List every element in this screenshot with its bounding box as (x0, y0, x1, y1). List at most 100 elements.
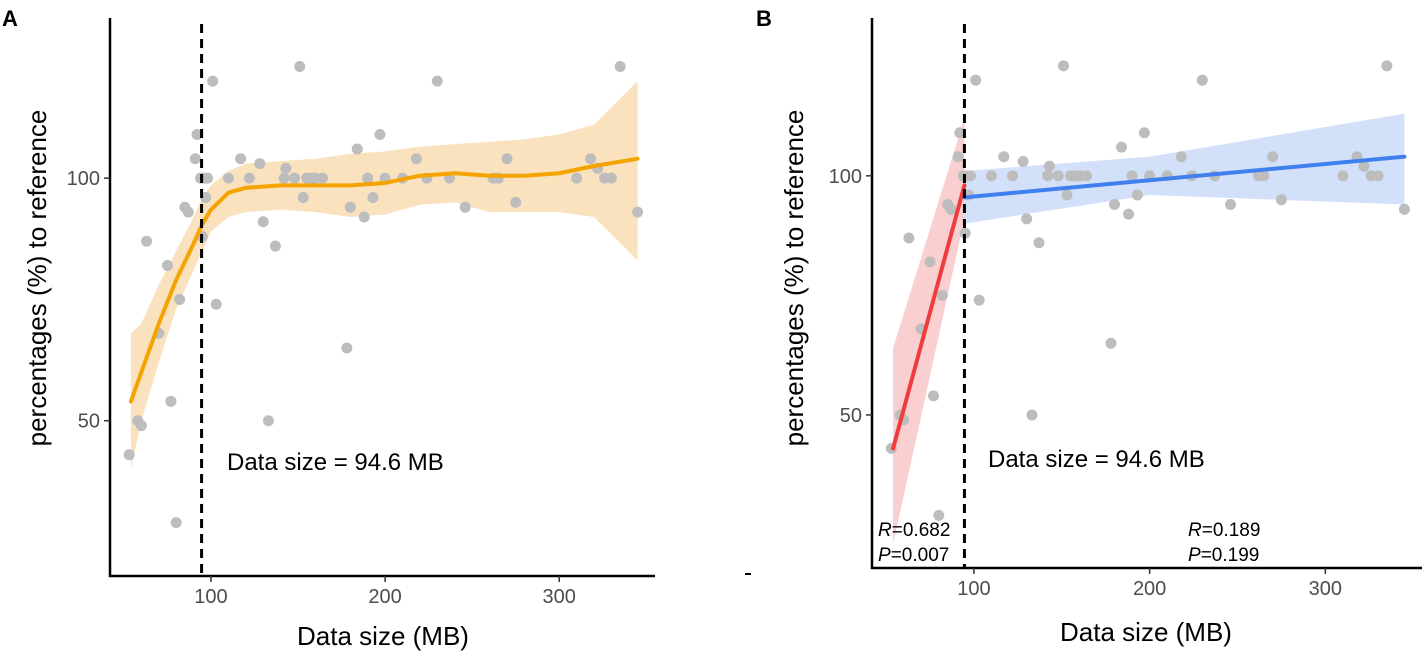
data-point (1138, 127, 1150, 139)
data-point (222, 172, 234, 184)
data-point (903, 232, 915, 244)
data-point (374, 128, 386, 140)
data-point (278, 172, 290, 184)
data-point (1042, 170, 1054, 182)
panel-b-plot: 100 200 300 50 100 (829, 18, 1422, 600)
y-tick-label: 50 (78, 411, 100, 433)
data-point (1026, 409, 1038, 421)
panel-b-left-fit-line (891, 183, 967, 451)
data-point (1061, 189, 1073, 201)
data-point (632, 206, 644, 218)
y-tick-label: 100 (67, 168, 100, 190)
data-point (1196, 74, 1208, 86)
data-point (294, 61, 306, 73)
data-point (202, 172, 214, 184)
data-point (605, 172, 617, 184)
panel-b-right-r: R=0.189 (1188, 520, 1260, 541)
data-point (964, 170, 976, 182)
panel-a-label: A (2, 6, 18, 31)
data-point (289, 172, 301, 184)
data-point (936, 289, 948, 301)
data-point (1052, 170, 1064, 182)
data-point (1033, 237, 1045, 249)
data-point (189, 153, 201, 165)
data-point (1224, 199, 1236, 211)
data-point (351, 143, 363, 155)
data-point (614, 61, 626, 73)
data-point (1398, 203, 1410, 215)
data-point (243, 172, 255, 184)
data-point (1126, 170, 1138, 182)
panel-b-right-p: P=0.199 (1188, 545, 1259, 566)
data-point (1116, 141, 1128, 153)
panel-b-left-p: P=0.007 (878, 545, 949, 566)
data-point (1058, 60, 1070, 72)
panel-b-right-fit-line (962, 154, 1407, 200)
panel-a-xlabel: Data size (MB) (297, 621, 469, 651)
data-point (585, 153, 597, 165)
data-point (410, 153, 422, 165)
data-point (1007, 170, 1019, 182)
data-point (952, 151, 964, 163)
data-point (1275, 194, 1287, 206)
data-point (235, 153, 247, 165)
y-tick-label: 50 (840, 405, 862, 427)
data-point (959, 227, 971, 239)
data-point (280, 162, 292, 174)
x-tick-label: 100 (194, 586, 227, 608)
y-tick-label: 100 (829, 166, 862, 188)
panel-a-threshold-annotation: Data size = 94.6 MB (227, 449, 444, 476)
data-point (362, 172, 374, 184)
data-point (161, 259, 173, 271)
data-point (165, 395, 177, 407)
data-point (262, 415, 274, 427)
data-point (1258, 170, 1270, 182)
panel-a-loess-line (128, 156, 640, 404)
data-point (257, 216, 269, 228)
data-point (1123, 208, 1135, 220)
data-point (1017, 155, 1029, 167)
data-point (970, 74, 982, 86)
data-point (924, 256, 936, 268)
data-point (1358, 160, 1370, 172)
data-point (1372, 170, 1384, 182)
x-tick-label: 200 (1133, 578, 1166, 600)
x-tick-label: 100 (957, 578, 990, 600)
data-point (1043, 160, 1055, 172)
data-point (1267, 151, 1279, 163)
data-point (1131, 189, 1143, 201)
data-point (174, 293, 186, 305)
data-point (191, 128, 203, 140)
panel-b-left-confidence-band (893, 118, 965, 545)
x-tick-label: 300 (543, 586, 576, 608)
data-point (1108, 199, 1120, 211)
data-point (431, 75, 443, 87)
data-point (1175, 151, 1187, 163)
data-point (945, 203, 957, 215)
data-point (123, 449, 135, 461)
panel-b-ylabel: percentages (%) to reference (779, 110, 809, 447)
data-point (998, 151, 1010, 163)
data-point (510, 196, 522, 208)
data-point (985, 170, 997, 182)
panel-b-threshold-annotation: Data size = 94.6 MB (988, 446, 1205, 473)
panel-b-xlabel: Data size (MB) (1060, 617, 1232, 647)
panel-a-plot: 100 200 300 50 100 (67, 18, 655, 608)
data-point (254, 158, 266, 170)
data-point (344, 201, 356, 213)
data-point (341, 342, 353, 354)
data-point (459, 201, 471, 213)
data-point (367, 192, 379, 204)
x-tick-label: 200 (368, 586, 401, 608)
data-point (135, 420, 147, 432)
panel-b-left-r: R=0.682 (878, 520, 950, 541)
data-point (316, 172, 328, 184)
data-point (571, 172, 583, 184)
x-tick-label: 300 (1309, 578, 1342, 600)
data-point (358, 211, 370, 223)
data-point (928, 390, 940, 402)
data-point (954, 127, 966, 139)
panel-b-right-confidence-band (964, 113, 1405, 224)
data-point (1021, 213, 1033, 225)
